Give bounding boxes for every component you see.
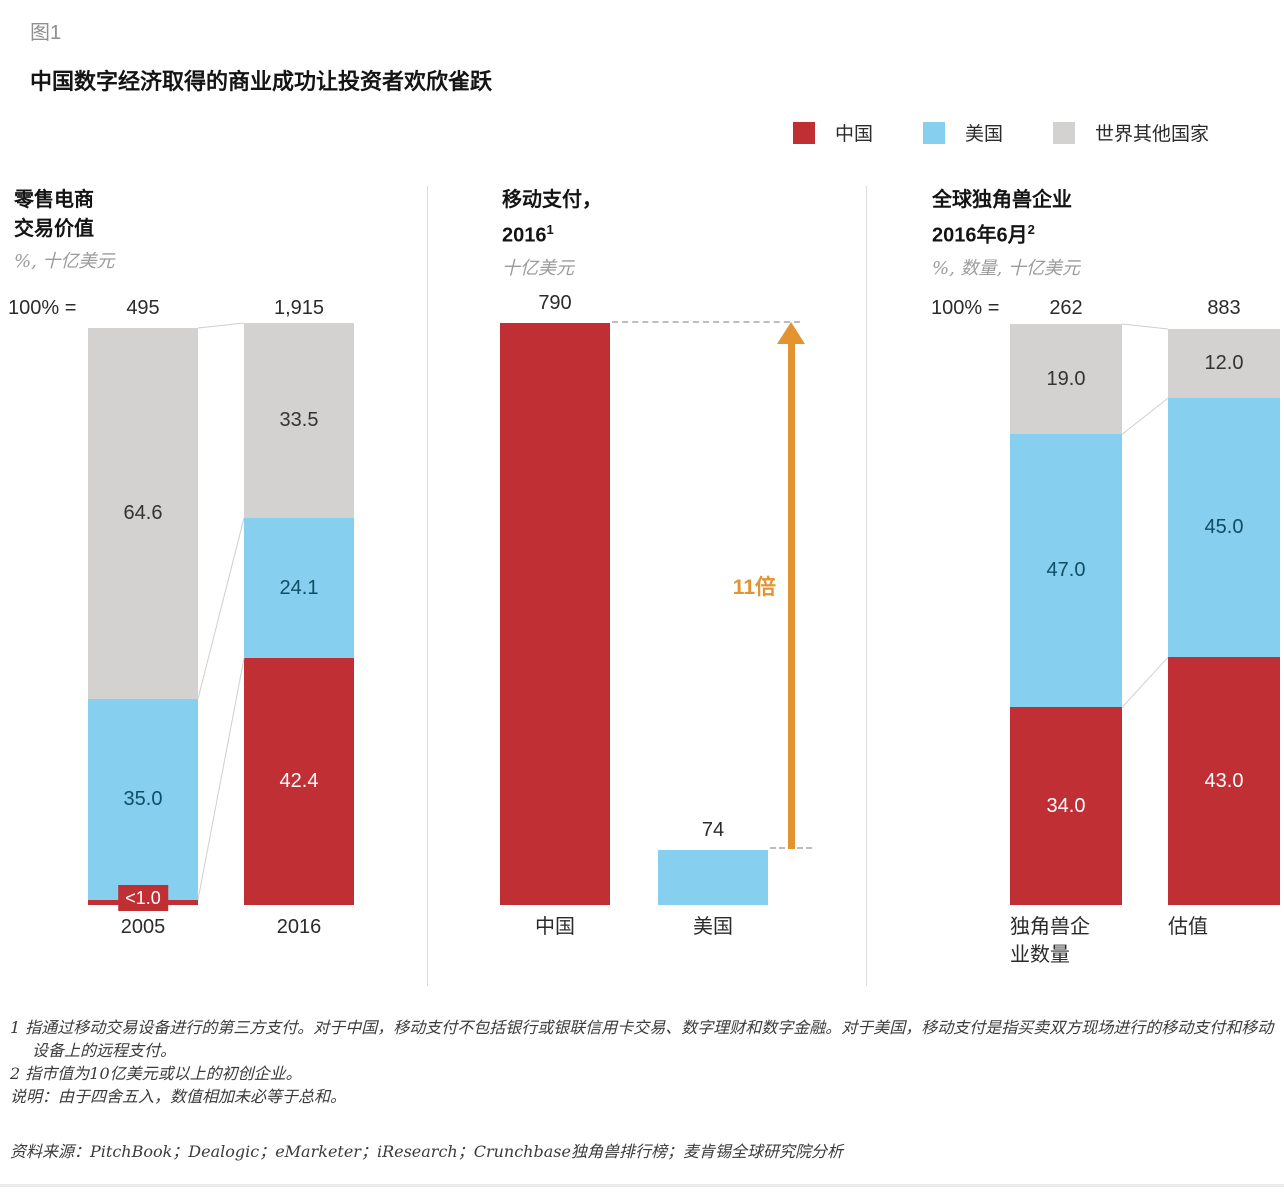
multiplier-arrow-shaft [788, 343, 795, 849]
connector-lines [197, 322, 245, 900]
segment-value-label: 19.0 [1046, 367, 1086, 390]
legend-item: 中国 [793, 119, 873, 146]
bar-segment: 24.1 [244, 517, 354, 659]
legend-item: 世界其他国家 [1053, 119, 1209, 146]
segment-value-label: 35.0 [123, 787, 163, 810]
dashed-reference-line [612, 321, 800, 323]
footnote-marker: 2 [1027, 222, 1035, 237]
bar-segment: 35.0 [88, 698, 198, 900]
total-value: 262 [1049, 297, 1083, 319]
legend: 中国 美国 世界其他国家 [793, 119, 1209, 146]
panel-title-unicorns: 全球独角兽企业 2016年6月2 %, 数量, 十亿美元 [932, 186, 1080, 283]
multiplier-arrow-head [777, 322, 805, 344]
legend-label: 中国 [835, 124, 874, 145]
legend-label: 美国 [965, 124, 1004, 145]
panel-title-line: 交易价值 [14, 218, 94, 240]
footnote-marker: 1 [546, 222, 554, 237]
total-prefix-label: 100% = [931, 297, 1000, 319]
total-value: 495 [126, 297, 160, 319]
panel-title-retail-ecommerce: 零售电商 交易价值 %, 十亿美元 [14, 186, 115, 276]
bar-segment: 43.0 [1168, 657, 1280, 905]
segment-value-label: 33.5 [279, 408, 319, 431]
connector-lines [1121, 323, 1169, 708]
bar-segment: 19.0 [1010, 324, 1122, 435]
segment-value-label: 43.0 [1204, 769, 1244, 792]
axis-category-label: 2005 [120, 916, 166, 938]
bar-segment: 64.6 [88, 328, 198, 699]
panel-divider [866, 186, 867, 986]
panel-unit-label: %, 数量, 十亿美元 [932, 257, 1080, 279]
footnote: 2 指市值为10亿美元或以上的初创企业。 [10, 1064, 302, 1083]
bar-segment: 45.0 [1168, 398, 1280, 658]
panel-title-line: 零售电商 [14, 189, 94, 211]
axis-category-label: 中国 [535, 916, 575, 938]
value-bar [500, 323, 610, 905]
total-value: 883 [1207, 297, 1241, 319]
bar-segment: 33.5 [244, 323, 354, 518]
source-line: 资料来源：PitchBook；Dealogic；eMarketer；iResea… [10, 1142, 843, 1161]
panel-title-line: 移动支付， [502, 189, 602, 211]
bar-value-label: 790 [538, 292, 572, 314]
panel-title-mobile-payments: 移动支付， 20161 十亿美元 [502, 186, 602, 283]
segment-value-label: 42.4 [279, 770, 319, 793]
panel-divider [427, 186, 428, 986]
bottom-rule [0, 1184, 1284, 1187]
stacked-bar: 19.0 47.0 34.0 [1010, 324, 1122, 905]
panel-title-line: 全球独角兽企业 [932, 189, 1072, 211]
legend-label: 世界其他国家 [1095, 124, 1210, 145]
segment-value-label: 47.0 [1046, 559, 1086, 582]
bar-segment: 42.4 [244, 658, 354, 905]
note-line: 说明：由于四舍五入，数值相加未必等于总和。 [10, 1087, 347, 1106]
total-value: 1,915 [273, 297, 325, 319]
bar-value-label: 74 [701, 819, 725, 841]
footnote: 1 指通过移动交易设备进行的第三方支付。对于中国，移动支付不包括银行或银联信用卡… [10, 1018, 1274, 1060]
segment-value-label: 24.1 [279, 576, 319, 599]
segment-value-label: 34.0 [1046, 794, 1086, 817]
panel-title-line: 2016年6月2 [932, 222, 1035, 247]
axis-category-label: 估值 [1168, 916, 1208, 938]
segment-value-label: 64.6 [123, 501, 163, 524]
axis-category-label: 独角兽企 业数量 [1010, 916, 1090, 966]
legend-swatch [923, 121, 946, 144]
axis-category-label: 2016 [276, 916, 322, 938]
page-title: 中国数字经济取得的商业成功让投资者欢欣雀跃 [30, 69, 493, 94]
stacked-bar: 33.5 24.1 42.4 [244, 323, 354, 905]
panel-unit-label: 十亿美元 [502, 257, 574, 279]
legend-swatch [1053, 121, 1076, 144]
bar-segment: 47.0 [1010, 434, 1122, 708]
legend-swatch [793, 121, 815, 144]
multiplier-label: 11倍 [732, 576, 776, 599]
legend-item: 美国 [923, 119, 1003, 146]
panel-title-line: 20161 [502, 222, 554, 247]
axis-category-label: 美国 [693, 916, 733, 938]
segment-value-label: 45.0 [1204, 516, 1244, 539]
total-prefix-label: 100% = [8, 297, 77, 319]
segment-value-label: 12.0 [1204, 352, 1244, 375]
stacked-bar: 12.0 45.0 43.0 [1168, 329, 1280, 905]
panel-unit-label: %, 十亿美元 [14, 251, 115, 272]
callout-label: <1.0 [118, 885, 168, 911]
bar-segment: 12.0 [1168, 329, 1280, 399]
footnotes: 1 指通过移动交易设备进行的第三方支付。对于中国，移动支付不包括银行或银联信用卡… [10, 1016, 1276, 1108]
value-bar [658, 850, 768, 905]
figure-label: 图1 [30, 22, 62, 44]
bar-segment: 34.0 [1010, 707, 1122, 905]
stacked-bar: 64.6 35.0 <1.0 [88, 328, 198, 911]
